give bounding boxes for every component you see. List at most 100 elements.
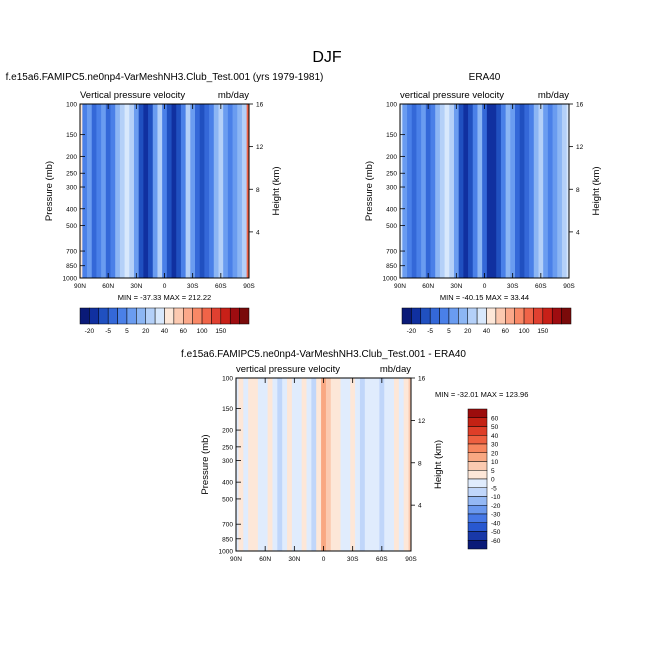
- obs-colorbar-swatch: [467, 307, 478, 325]
- diff-colorbar-swatch: [467, 470, 488, 480]
- obs-heat-cell: [430, 104, 436, 278]
- panel-diff: f.e15a6.FAMIPC5.ne0np4-VarMeshNH3.Club_T…: [181, 349, 528, 563]
- model-y-tick-label: 300: [66, 185, 77, 192]
- diff-heat-cell: [253, 378, 259, 551]
- diff-subtitle-right: mb/day: [380, 364, 411, 375]
- diff-x-tick-label: 30S: [347, 556, 359, 563]
- diff-heat-cell: [321, 378, 327, 551]
- obs-heat-cell: [533, 104, 539, 278]
- diff-ylabel-right: Height (km): [433, 440, 444, 489]
- obs-heat-cell: [566, 104, 570, 278]
- model-heat-cell: [213, 104, 219, 278]
- diff-colorbar-label: 0: [491, 477, 495, 484]
- diff-heat-cell: [403, 378, 409, 551]
- diff-heat-cell: [267, 378, 273, 551]
- obs-y-tick-label: 500: [386, 223, 397, 230]
- obs-colorbar-swatch: [476, 307, 487, 325]
- model-heat-cell: [246, 104, 250, 278]
- model-x-tick-label: 90N: [74, 283, 86, 290]
- model-right-tick-label: 4: [256, 229, 260, 236]
- obs-colorbar-label: 100: [519, 328, 530, 335]
- model-heat-cell: [129, 104, 135, 278]
- model-heat-cell: [110, 104, 116, 278]
- diff-colorbar-swatch: [467, 487, 488, 497]
- figure-title: DJF: [312, 49, 342, 66]
- model-colorbar-label: 100: [197, 328, 208, 335]
- model-right-tick-label: 8: [256, 187, 260, 194]
- diff-heat-cell: [374, 378, 380, 551]
- diff-colorbar-label: 50: [491, 424, 499, 431]
- panel-obs: ERA40 vertical pressure velocity mb/day 90N…: [364, 72, 602, 335]
- obs-colorbar-swatch: [458, 307, 468, 325]
- model-heat-cell: [199, 104, 205, 278]
- obs-heat-cell: [519, 104, 525, 278]
- obs-right-tick-label: 4: [576, 229, 580, 236]
- diff-colorbar-swatch: [467, 505, 488, 515]
- model-heat-cell: [218, 104, 224, 278]
- diff-colorbar-label: -60: [491, 538, 501, 545]
- model-heat-cell: [105, 104, 111, 278]
- diff-heat-cell: [389, 378, 395, 551]
- obs-heat-cell: [515, 104, 521, 278]
- diff-colorbar-label: -10: [491, 494, 501, 501]
- model-colorbar-swatch: [79, 307, 90, 325]
- diff-heat-cell: [340, 378, 346, 551]
- obs-heat-cell: [421, 104, 427, 278]
- obs-right-tick-label: 16: [576, 102, 584, 109]
- diff-y-tick-label: 200: [222, 428, 233, 435]
- obs-colorbar-swatch: [561, 307, 572, 325]
- model-heat-cell: [124, 104, 130, 278]
- obs-x-tick-label: 30N: [450, 283, 462, 290]
- diff-colorbar-swatch: [467, 426, 488, 436]
- diff-heat-cell: [243, 378, 249, 551]
- model-heat-cell: [133, 104, 140, 278]
- diff-colorbar-swatch: [467, 531, 488, 541]
- diff-heat-cell: [272, 378, 278, 551]
- diff-heat-cell: [238, 378, 244, 551]
- diff-min-max: MIN = -32.01 MAX = 123.96: [435, 390, 528, 399]
- model-right-tick-label: 12: [256, 144, 264, 151]
- obs-heat-cell: [416, 104, 422, 278]
- obs-heat-cell: [482, 104, 488, 278]
- diff-x-tick-label: 90S: [405, 556, 417, 563]
- model-heat-cell: [143, 104, 149, 278]
- diff-heat-cell: [291, 378, 298, 551]
- diff-heat-cell: [306, 378, 312, 551]
- model-colorbar-label: 60: [180, 328, 188, 335]
- diff-y-tick-label: 250: [222, 444, 233, 451]
- obs-x-tick-label: 30S: [507, 283, 519, 290]
- obs-heat-cell: [411, 104, 417, 278]
- obs-right-tick-label: 8: [576, 187, 580, 194]
- diff-heat-cell: [369, 378, 375, 551]
- model-x-tick-label: 60N: [102, 283, 114, 290]
- model-heat-cell: [82, 104, 88, 278]
- obs-heat-cell: [529, 104, 535, 278]
- model-colorbar-swatch: [89, 307, 100, 325]
- obs-colorbar-swatch: [448, 307, 459, 325]
- diff-colorbar-swatch: [467, 408, 488, 418]
- model-colorbar-swatch: [164, 307, 175, 325]
- obs-colorbar-swatch: [533, 307, 544, 325]
- diff-heat-cell: [384, 378, 390, 551]
- model-heat-cell: [87, 104, 93, 278]
- obs-colorbar-label: -5: [427, 328, 433, 335]
- obs-colorbar-label: 150: [537, 328, 548, 335]
- obs-heat-cell: [524, 104, 530, 278]
- diff-heat-cell: [287, 378, 293, 551]
- model-heat-cell: [232, 104, 238, 278]
- diff-heat-cell: [355, 378, 361, 551]
- diff-heat-cell: [379, 378, 385, 551]
- obs-heat-cell: [496, 104, 502, 278]
- diff-heat-cell: [316, 378, 322, 551]
- model-x-tick-label: 60S: [215, 283, 227, 290]
- model-colorbar-label: 40: [161, 328, 169, 335]
- obs-heat-cell: [561, 104, 568, 278]
- model-ylabel: Pressure (mb): [44, 161, 55, 221]
- obs-heat-cell: [407, 104, 413, 278]
- diff-heat-cell: [301, 378, 307, 551]
- diff-y-tick-label: 850: [222, 536, 233, 543]
- model-colorbar-swatch: [126, 307, 137, 325]
- obs-colorbar-swatch: [429, 307, 440, 325]
- model-y-tick-label: 150: [66, 132, 77, 139]
